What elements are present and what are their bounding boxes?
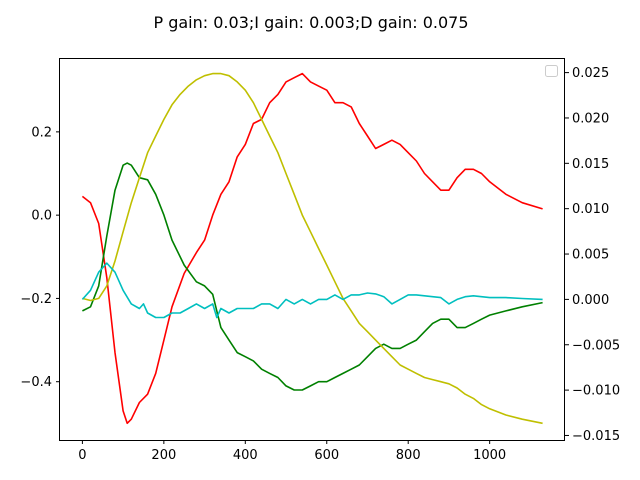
series-line-3 [81,262,543,319]
y-right-tick-label: 0.010 [572,202,609,217]
x-tick-label: 1000 [473,448,506,463]
x-tick-label: 0 [78,448,86,463]
series-line-1 [82,162,543,391]
x-tick-label: 200 [151,448,176,463]
y-right-tick-label: 0.005 [572,248,609,263]
y-axis-left: 0.2 0.0 −0.2 −0.4 [20,125,60,390]
y-left-tick-label: 0.2 [31,125,52,140]
x-tick-label: 400 [233,448,258,463]
series-line-2 [82,72,543,425]
y-right-tick-label: 0.015 [572,157,609,172]
y-right-tick-label: −0.015 [572,429,620,444]
x-tick-label: 600 [314,448,339,463]
y-left-tick-label: −0.2 [20,292,52,307]
y-right-tick-label: 0.000 [572,293,609,308]
y-left-tick-label: −0.4 [20,375,52,390]
y-axis-right: 0.025 0.020 0.015 0.010 0.005 0.000 −0.005 −0.0… [565,66,620,444]
y-right-tick-label: −0.005 [572,338,620,353]
legend-box [545,65,558,77]
series-lines [81,72,543,425]
y-left-tick-label: 0.0 [31,209,52,224]
chart-title: P gain: 0.03;I gain: 0.003;D gain: 0.075 [153,13,468,32]
x-tick-label: 800 [396,448,421,463]
y-right-tick-label: 0.020 [572,111,609,126]
series-line-0 [81,72,543,425]
y-right-tick-label: 0.025 [572,66,609,81]
x-axis: 0 200 400 600 800 1000 [78,440,506,463]
plot-frame [59,58,565,441]
y-right-tick-label: −0.010 [572,384,620,399]
